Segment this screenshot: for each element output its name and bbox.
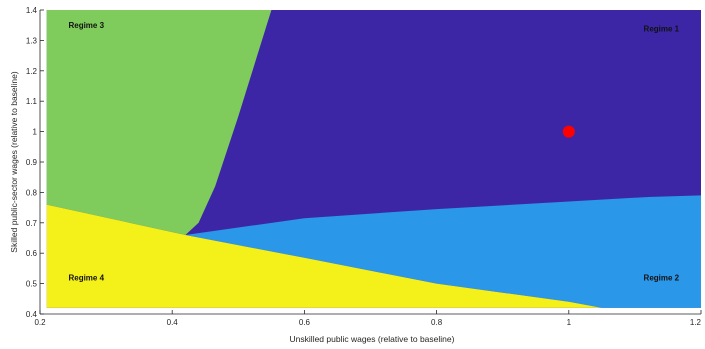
no-data-bottom bbox=[40, 308, 701, 314]
baseline-point bbox=[563, 126, 575, 138]
x-tick-label: 0.8 bbox=[431, 318, 443, 327]
x-tick-label: 0.2 bbox=[34, 318, 46, 327]
y-tick-label: 0.6 bbox=[26, 249, 38, 258]
y-tick-label: 1.3 bbox=[26, 36, 38, 45]
y-axis-label: Skilled public-sector wages (relative to… bbox=[9, 71, 19, 253]
regime-label: Regime 2 bbox=[644, 274, 680, 283]
y-tick-label: 1.4 bbox=[26, 6, 38, 15]
y-tick-label: 1.1 bbox=[26, 97, 38, 106]
x-tick-label: 1.2 bbox=[690, 318, 702, 327]
regime-label: Regime 1 bbox=[644, 24, 680, 33]
regime-regions bbox=[40, 10, 701, 314]
y-tick-label: 0.4 bbox=[26, 310, 38, 319]
y-tick-label: 0.7 bbox=[26, 219, 38, 228]
regime-label: Regime 3 bbox=[68, 21, 104, 30]
x-axis-label: Unskilled public wages (relative to base… bbox=[290, 334, 455, 344]
y-tick-label: 0.9 bbox=[26, 158, 38, 167]
y-tick-label: 1 bbox=[33, 128, 38, 137]
x-tick-label: 1 bbox=[567, 318, 572, 327]
x-tick-label: 0.4 bbox=[167, 318, 179, 327]
x-tick-label: 0.6 bbox=[299, 318, 311, 327]
y-tick-label: 0.8 bbox=[26, 188, 38, 197]
y-tick-label: 0.5 bbox=[26, 280, 38, 289]
y-tick-label: 1.2 bbox=[26, 67, 38, 76]
regime-label: Regime 4 bbox=[68, 274, 104, 283]
